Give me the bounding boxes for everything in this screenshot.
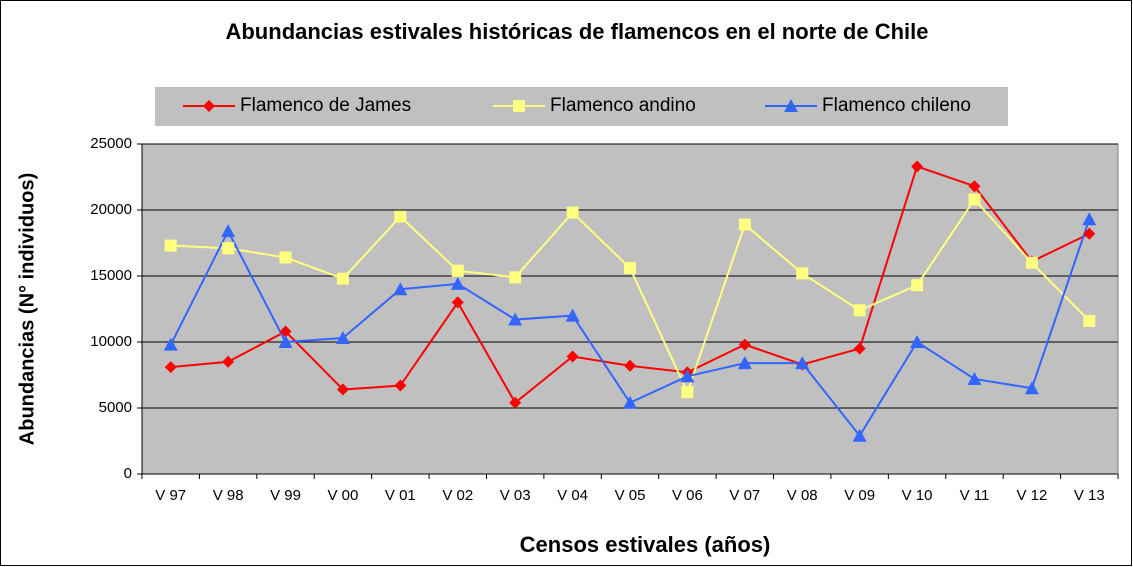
legend-box	[155, 87, 1008, 126]
x-tick-label: V 06	[672, 487, 703, 504]
marker	[784, 99, 798, 112]
marker	[968, 193, 981, 206]
marker	[852, 428, 867, 442]
marker	[508, 312, 523, 326]
marker	[335, 331, 350, 345]
marker	[451, 296, 464, 309]
x-tick-label: V 09	[844, 487, 875, 504]
x-tick-label: V 04	[557, 487, 588, 504]
x-tick-label: V 10	[902, 487, 933, 504]
x-tick-label: V 97	[155, 487, 186, 504]
marker	[681, 386, 694, 399]
marker	[394, 210, 407, 223]
marker	[164, 361, 177, 374]
y-tick-label: 20000	[90, 201, 132, 218]
marker	[222, 242, 235, 255]
marker	[203, 100, 215, 112]
marker	[796, 267, 809, 280]
y-tick-label: 15000	[90, 267, 132, 284]
marker	[566, 206, 579, 219]
y-tick-label: 5000	[99, 399, 132, 416]
y-tick-label: 25000	[90, 135, 132, 152]
x-tick-label: V 99	[270, 487, 301, 504]
marker	[509, 271, 522, 284]
marker	[394, 379, 407, 392]
x-tick-label: V 13	[1074, 487, 1105, 504]
marker	[509, 396, 522, 409]
x-tick-label: V 01	[385, 487, 416, 504]
marker	[911, 160, 924, 173]
marker	[164, 239, 177, 252]
marker	[1083, 227, 1096, 240]
marker	[163, 337, 178, 351]
x-tick-label: V 98	[213, 487, 244, 504]
marker	[1083, 314, 1096, 327]
x-tick-label: V 00	[328, 487, 359, 504]
marker	[336, 383, 349, 396]
legend-label: Flamenco andino	[550, 95, 696, 116]
x-tick-label: V 03	[500, 487, 531, 504]
marker	[795, 356, 810, 370]
marker	[738, 218, 751, 231]
marker	[451, 264, 464, 277]
marker	[1024, 381, 1039, 395]
legend-label: Flamenco de James	[240, 95, 411, 116]
marker	[278, 335, 293, 348]
marker	[336, 272, 349, 285]
marker	[853, 342, 866, 355]
marker	[565, 308, 580, 322]
marker	[1025, 256, 1038, 269]
marker	[968, 180, 981, 193]
marker	[738, 338, 751, 351]
x-tick-label: V 07	[729, 487, 760, 504]
marker	[1082, 212, 1097, 226]
x-tick-label: V 02	[442, 487, 473, 504]
marker	[393, 282, 408, 296]
x-tick-label: V 11	[960, 487, 990, 504]
y-tick-label: 0	[124, 465, 132, 482]
marker	[566, 350, 579, 363]
marker	[279, 325, 292, 338]
marker	[623, 395, 637, 409]
legend-label: Flamenco chileno	[822, 95, 971, 116]
marker	[680, 369, 695, 383]
chart-title: Abundancias estivales históricas de flam…	[225, 19, 929, 44]
marker	[450, 276, 465, 290]
marker	[513, 100, 525, 112]
marker	[624, 262, 636, 275]
x-tick-label: V 12	[1016, 487, 1047, 504]
marker	[279, 251, 292, 264]
marker	[911, 279, 924, 292]
marker	[222, 355, 235, 368]
y-tick-label: 10000	[90, 333, 132, 350]
marker	[737, 356, 752, 370]
marker	[967, 371, 982, 385]
marker	[221, 224, 236, 238]
x-axis-label: Censos estivales (años)	[520, 532, 771, 557]
marker	[624, 359, 636, 372]
x-tick-label: V 08	[787, 487, 818, 504]
x-tick-label: V 05	[615, 487, 646, 504]
marker	[910, 335, 925, 348]
y-axis-label: Abundancias (N° individuos)	[16, 173, 38, 445]
marker	[853, 304, 866, 317]
